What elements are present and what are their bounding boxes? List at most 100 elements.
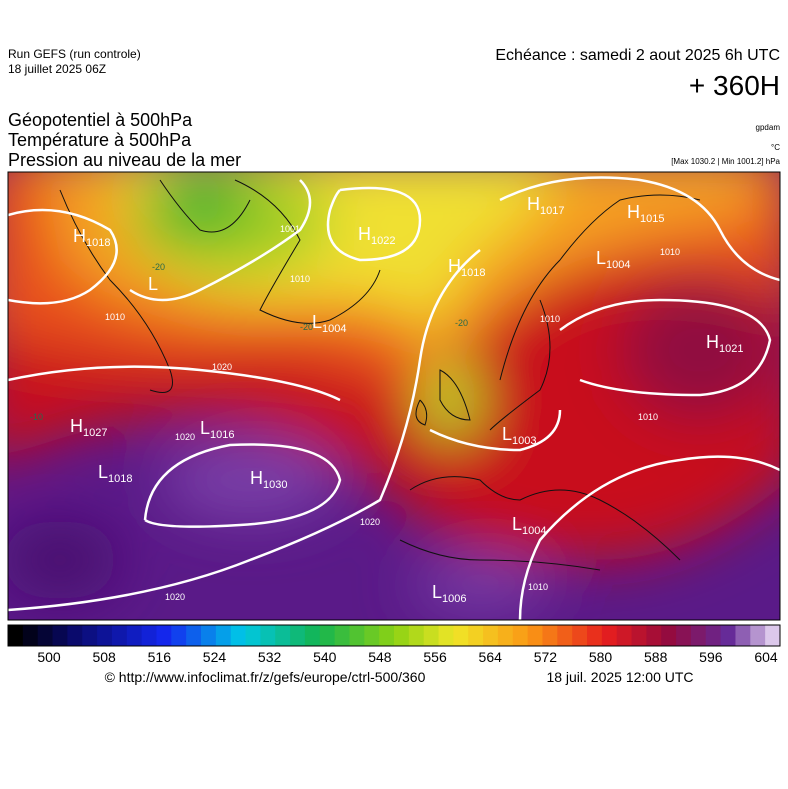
- pressure-center: H1018: [73, 226, 110, 249]
- colorbar-swatch: [512, 625, 529, 646]
- colorbar-swatch: [275, 625, 291, 646]
- colorbar-swatch: [349, 625, 365, 646]
- center-letter: H: [70, 416, 83, 436]
- colorbar-tick-label: 508: [92, 649, 116, 665]
- center-letter: H: [627, 202, 640, 222]
- colorbar-swatch: [334, 625, 350, 646]
- run-date: 18 juillet 2025 06Z: [8, 62, 106, 76]
- pressure-center: L: [148, 274, 158, 294]
- colorbar-swatch: [408, 625, 425, 646]
- colorbar-swatch: [690, 625, 707, 646]
- isobar-label: 1010: [638, 412, 658, 422]
- colorbar-tick-label: 580: [589, 649, 613, 665]
- colorbar-swatch: [527, 625, 543, 646]
- center-letter: H: [358, 224, 371, 244]
- colorbar-tick-label: 572: [534, 649, 558, 665]
- colorbar-swatch: [171, 625, 187, 646]
- colorbar-tick-label: 500: [37, 649, 61, 665]
- colorbar-swatch: [260, 625, 276, 646]
- colorbar-tick-label: 588: [644, 649, 668, 665]
- colorbar-swatch: [52, 625, 68, 646]
- pressure-center: H1027: [70, 416, 107, 439]
- colorbar-swatch: [646, 625, 662, 646]
- pressure-center: H1021: [706, 332, 743, 355]
- isobar-label: 1020: [165, 592, 185, 602]
- pressure-center: H1030: [250, 468, 287, 491]
- colorbar-swatch: [468, 625, 484, 646]
- colorbar-swatch: [631, 625, 647, 646]
- isobar-label: 1020: [360, 517, 380, 527]
- colorbar-swatch: [438, 625, 454, 646]
- isobar-label: 1010: [660, 247, 680, 257]
- isobar-label: 1010: [105, 312, 125, 322]
- colorbar-swatch: [82, 625, 98, 646]
- colorbar-swatch: [186, 625, 202, 646]
- isobar-label: 1010: [528, 582, 548, 592]
- run-time: 18 juil. 2025 12:00 UTC: [546, 669, 693, 685]
- center-letter: H: [250, 468, 263, 488]
- pressure-center: H1017: [527, 194, 564, 217]
- center-value: 1018: [461, 267, 485, 279]
- colorbar-swatch: [720, 625, 736, 646]
- colorbar-swatch: [304, 625, 321, 646]
- colorbar-swatch: [319, 625, 336, 646]
- colorbar-swatch: [453, 625, 469, 646]
- center-letter: H: [73, 226, 86, 246]
- colorbar-swatch: [765, 625, 781, 646]
- unit: °C: [771, 143, 780, 152]
- center-value: 1017: [540, 205, 564, 217]
- colorbar-tick-label: 556: [423, 649, 447, 665]
- center-letter: L: [596, 248, 606, 268]
- colorbar-frame: [7, 624, 781, 647]
- center-value: 1027: [83, 427, 107, 439]
- colorbar-swatch: [735, 625, 751, 646]
- colorbar-swatch: [201, 625, 217, 646]
- center-letter: L: [98, 462, 108, 482]
- colorbar-swatch: [97, 625, 113, 646]
- colorbar-swatch: [661, 625, 677, 646]
- source-url: © http://www.infoclimat.fr/z/gefs/europe…: [105, 669, 426, 685]
- colorbar-swatch: [141, 625, 157, 646]
- temperature-label: -20: [455, 318, 468, 328]
- colorbar-swatch: [215, 625, 232, 646]
- lead-time: + 360H: [689, 70, 780, 101]
- center-letter: L: [312, 312, 322, 332]
- map-frame: [7, 171, 781, 621]
- pressure-center: H1015: [627, 202, 664, 225]
- center-letter: L: [432, 582, 442, 602]
- colorbar-swatch: [483, 625, 499, 646]
- pressure-center: L1004: [512, 514, 547, 537]
- colorbar-tick-label: 604: [754, 649, 778, 665]
- colorbar-tick-label: 540: [313, 649, 337, 665]
- pressure-center: L1004: [312, 312, 347, 335]
- center-value: 1022: [371, 235, 395, 247]
- colorbar-swatch: [156, 625, 172, 646]
- colorbar-swatch: [601, 625, 618, 646]
- center-value: 1018: [86, 237, 110, 249]
- pressure-center: L1003: [502, 424, 537, 447]
- center-letter: H: [706, 332, 719, 352]
- colorbar-tick-label: 524: [203, 649, 227, 665]
- center-value: 1004: [522, 525, 546, 537]
- colorbar-swatch: [616, 625, 633, 646]
- isobar-label: 1010: [540, 314, 560, 324]
- colorbar-swatch: [572, 625, 588, 646]
- map: [8, 172, 780, 620]
- colorbar-swatch: [111, 625, 128, 646]
- pressure-center: L1018: [98, 462, 133, 485]
- colorbar-swatch: [394, 625, 410, 646]
- colorbar-swatch: [245, 625, 261, 646]
- colorbar-tick-label: 564: [479, 649, 503, 665]
- colorbar-swatch: [290, 625, 306, 646]
- colorbar-swatch: [8, 625, 24, 646]
- pressure-center: H1022: [358, 224, 395, 247]
- center-value: 1021: [719, 343, 743, 355]
- colorbar-swatch: [557, 625, 573, 646]
- colorbar: 500 508 516 524 532 540 548 556 564 572 580 588 596 6…: [7, 624, 781, 665]
- colorbar-swatch: [423, 625, 440, 646]
- center-value: 1016: [210, 429, 234, 441]
- unit: gpdam: [756, 123, 781, 132]
- colorbar-swatch: [126, 625, 143, 646]
- temperature-label: -10: [30, 412, 43, 422]
